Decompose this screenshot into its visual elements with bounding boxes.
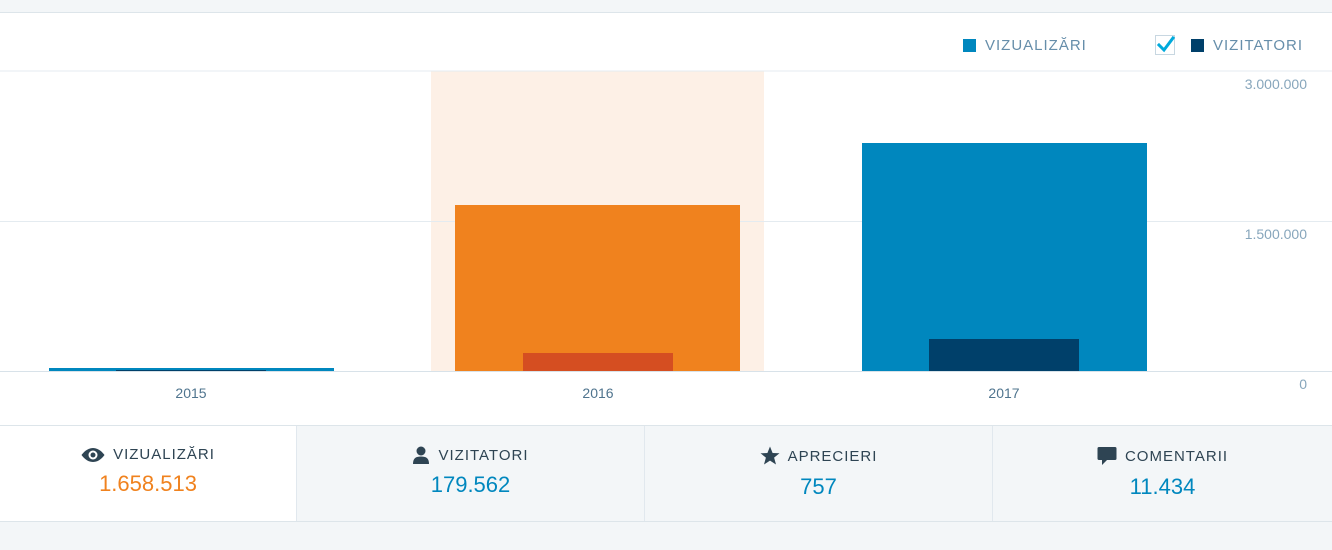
- stat-label-likes: APRECIERI: [787, 447, 878, 465]
- bar-views-2016: [455, 205, 740, 371]
- y-tick-label: 0: [1299, 376, 1307, 392]
- y-tick-label: 3.000.000: [1245, 76, 1307, 92]
- checkmark-icon: [1156, 35, 1176, 53]
- x-tick-label-2016: 2016: [582, 385, 613, 401]
- bar-visitors-2017: [929, 339, 1079, 371]
- bar-views-2017: [862, 143, 1147, 371]
- stat-label-visitors: VIZITATORI: [438, 446, 529, 464]
- bar-visitors-2015: [116, 370, 266, 371]
- legend-item-visitors[interactable]: VIZITATORI: [1155, 35, 1304, 55]
- stat-value-visitors: 179.562: [430, 472, 511, 497]
- x-tick-label-2015: 2015: [175, 385, 206, 401]
- visitors-toggle-checkbox[interactable]: [1155, 35, 1176, 55]
- stats-tabs: VIZUALIZĂRI 1.658.513 VIZITATORI 179.562…: [0, 425, 1332, 521]
- stat-value-likes: 757: [800, 474, 837, 499]
- stat-tab-views[interactable]: VIZUALIZĂRI 1.658.513: [0, 426, 296, 521]
- bar-visitors-2016: [523, 353, 673, 371]
- bar-views-2015: [49, 368, 334, 371]
- stat-tab-visitors[interactable]: VIZITATORI 179.562: [296, 426, 644, 521]
- stat-tab-likes[interactable]: APRECIERI 757: [644, 426, 992, 521]
- stat-label-views: VIZUALIZĂRI: [113, 446, 215, 463]
- eye-icon: [81, 447, 105, 462]
- star-icon: [760, 446, 780, 465]
- person-icon: [413, 446, 430, 464]
- stat-label-comments: COMENTARII: [1124, 447, 1229, 465]
- bar-chart: 3.000.000 1.500.000 0 2015 2016 2017: [0, 70, 1332, 401]
- stat-value-views: 1.658.513: [99, 471, 197, 496]
- legend-item-views: VIZUALIZĂRI: [963, 36, 1087, 54]
- comment-icon: [1097, 447, 1117, 465]
- stat-value-comments: 11.434: [1129, 474, 1196, 499]
- legend-label-visitors: VIZITATORI: [1213, 36, 1304, 54]
- legend-label-views: VIZUALIZĂRI: [985, 36, 1087, 54]
- y-tick-label: 1.500.000: [1245, 226, 1307, 242]
- stat-tab-comments[interactable]: COMENTARII 11.434: [992, 426, 1332, 521]
- legend-swatch-views: [963, 38, 976, 52]
- legend-swatch-visitors: [1191, 38, 1204, 52]
- x-tick-label-2017: 2017: [988, 385, 1019, 401]
